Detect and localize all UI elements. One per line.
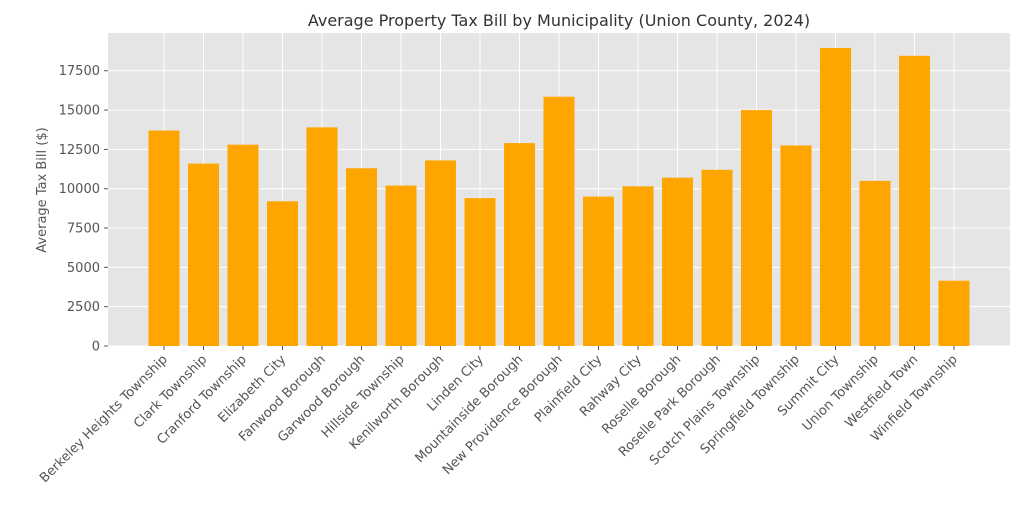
bar [583,196,614,346]
y-tick-label: 15000 [59,104,100,119]
bar [148,130,180,346]
y-tick-label: 0 [92,340,100,355]
bar [701,169,733,346]
bar [780,145,812,346]
bar [267,201,298,346]
y-tick-label: 12500 [59,143,100,158]
y-tick-label: 17500 [59,64,100,79]
bar [899,55,930,347]
y-tick-label: 10000 [59,182,100,197]
x-tick-label: Elizabeth City [215,352,289,426]
y-tick-label: 2500 [67,300,100,315]
y-tick-label: 5000 [67,261,100,276]
bar [859,180,891,346]
bar [306,127,338,346]
bar [227,144,259,346]
bar [543,96,575,346]
y-axis-label: Average Tax Bill ($) [35,127,50,252]
bar [425,160,456,346]
bar [662,177,693,346]
chart-title: Average Property Tax Bill by Municipalit… [308,11,810,30]
bar [346,168,377,346]
bar [464,198,496,346]
bar [820,47,851,347]
bar [938,280,970,346]
bar [622,186,654,346]
y-tick-label: 7500 [67,222,100,237]
bar [385,185,417,346]
x-tick-label: Plainfield City [532,352,606,426]
bar [188,163,219,346]
bar [741,110,772,347]
bar [504,143,535,346]
